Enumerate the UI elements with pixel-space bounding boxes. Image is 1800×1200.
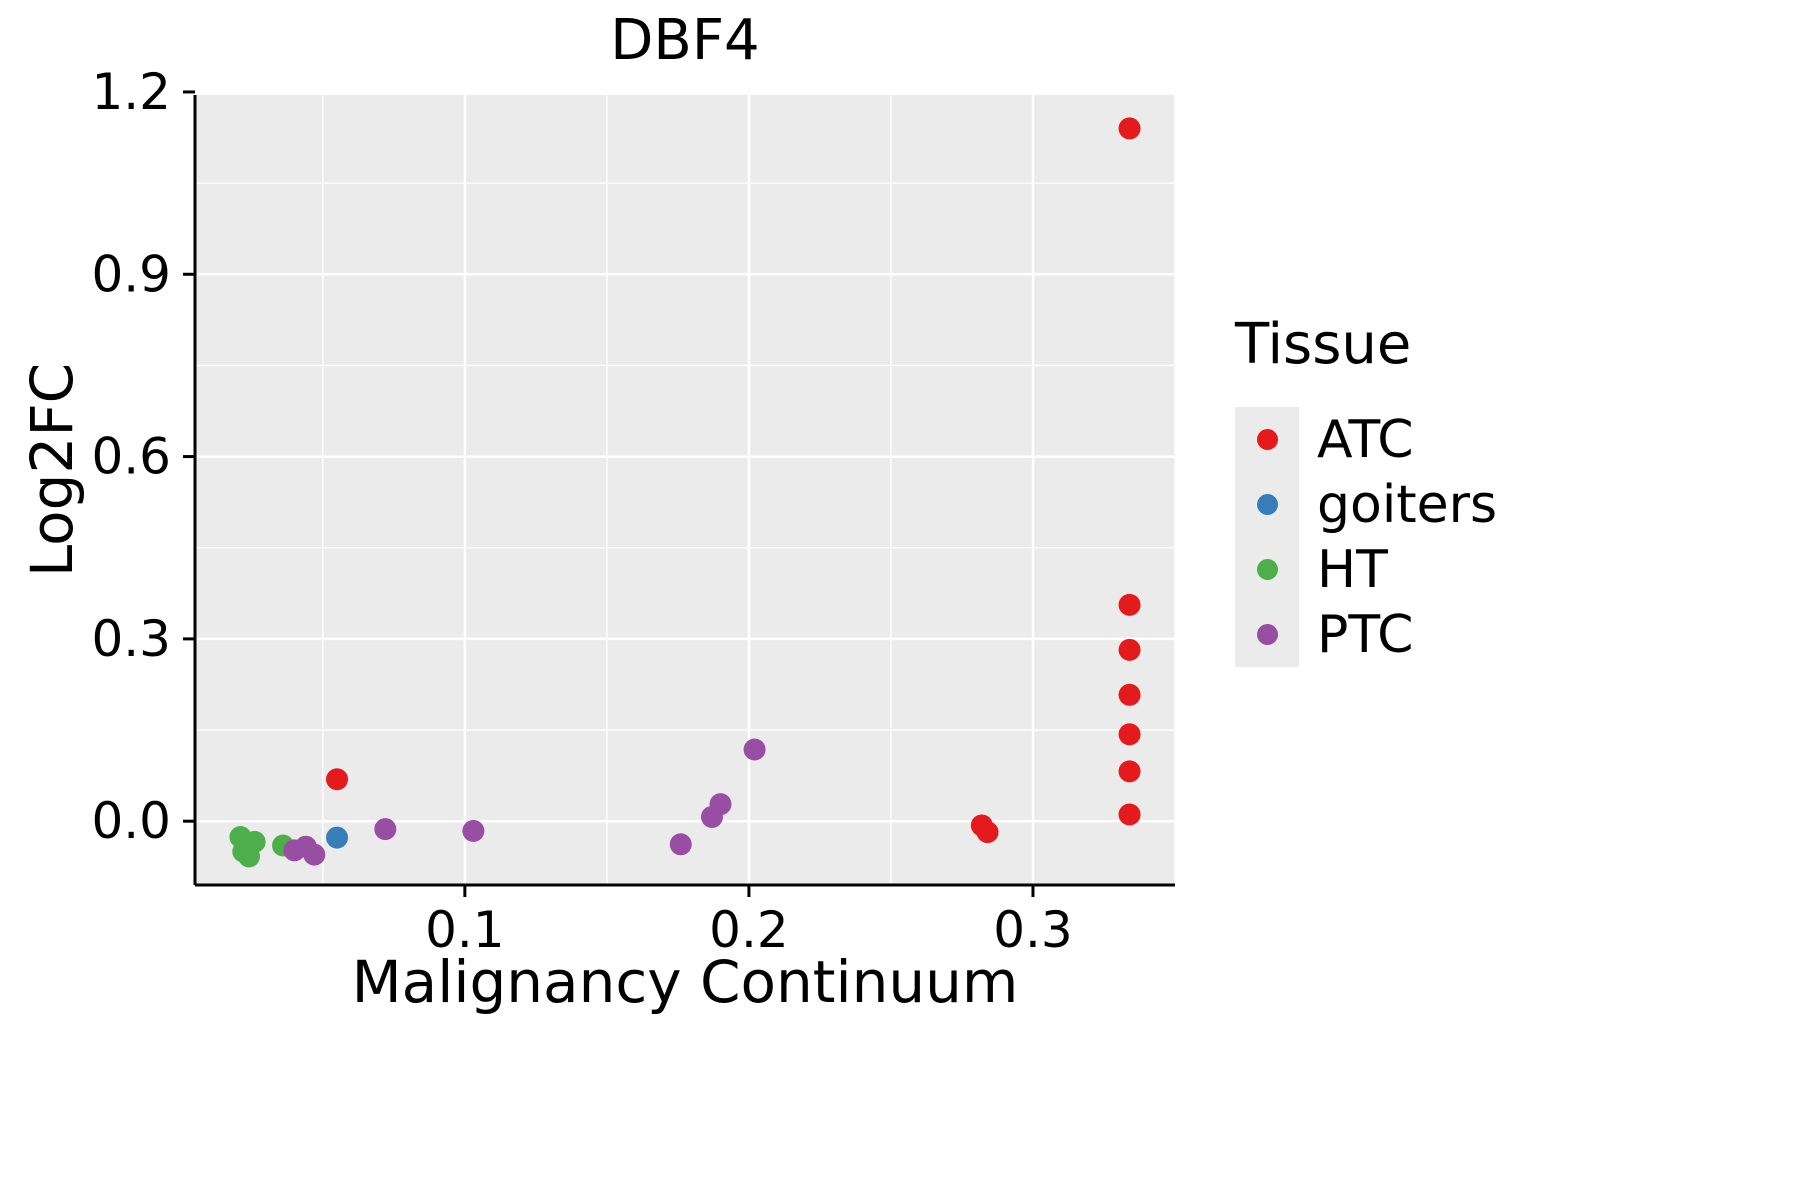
plot-panel	[195, 95, 1175, 885]
legend-label: PTC	[1317, 604, 1414, 665]
point-ATC	[1118, 593, 1141, 616]
y-tick-label: 0.0	[91, 792, 171, 850]
legend-item-PTC: PTC	[1235, 602, 1497, 667]
legend-item-HT: HT	[1235, 537, 1497, 602]
legend-label: HT	[1317, 539, 1388, 600]
point-ATC	[1118, 760, 1141, 783]
legend-dot-HT	[1256, 559, 1278, 580]
point-ATC	[1118, 638, 1141, 661]
legend-title: Tissue	[1235, 312, 1412, 377]
point-PTC	[709, 793, 732, 816]
point-ATC	[1118, 683, 1141, 706]
point-PTC	[374, 818, 397, 841]
y-tick-label: 0.3	[91, 610, 171, 668]
x-tick-label: 0.2	[709, 901, 789, 959]
point-ATC	[1118, 723, 1141, 746]
point-ATC	[1118, 117, 1141, 140]
legend-label: goiters	[1317, 474, 1498, 535]
point-goiters	[326, 826, 349, 849]
point-ATC	[1118, 803, 1141, 826]
y-tick-label: 0.6	[91, 428, 171, 486]
legend-dot-ATC	[1256, 429, 1278, 450]
x-tick-label: 0.1	[425, 901, 505, 959]
plot-title: DBF4	[610, 8, 760, 73]
x-axis-label: Malignancy Continuum	[351, 948, 1019, 1016]
legend-dot-PTC	[1256, 624, 1278, 645]
legend-key	[1235, 407, 1299, 472]
point-ATC	[326, 768, 349, 791]
point-PTC	[669, 833, 692, 856]
legend-label: ATC	[1317, 409, 1414, 470]
legend-item-ATC: ATC	[1235, 407, 1497, 472]
legend: Tissue ATC goiters HT PTC	[1235, 312, 1497, 667]
y-tick-label: 0.9	[91, 245, 171, 303]
point-PTC	[303, 843, 326, 866]
legend-item-goiters: goiters	[1235, 472, 1497, 537]
y-tick-label: 1.2	[91, 63, 171, 121]
legend-dot-goiters	[1256, 494, 1278, 515]
y-axis-label: Log2FC	[18, 362, 86, 578]
legend-items: ATC goiters HT PTC	[1235, 407, 1497, 667]
legend-key	[1235, 472, 1299, 537]
point-PTC	[462, 819, 485, 842]
point-HT	[237, 845, 260, 868]
legend-key	[1235, 602, 1299, 667]
point-ATC	[976, 821, 999, 844]
point-PTC	[743, 738, 766, 761]
legend-key	[1235, 537, 1299, 602]
x-tick-label: 0.3	[993, 901, 1073, 959]
